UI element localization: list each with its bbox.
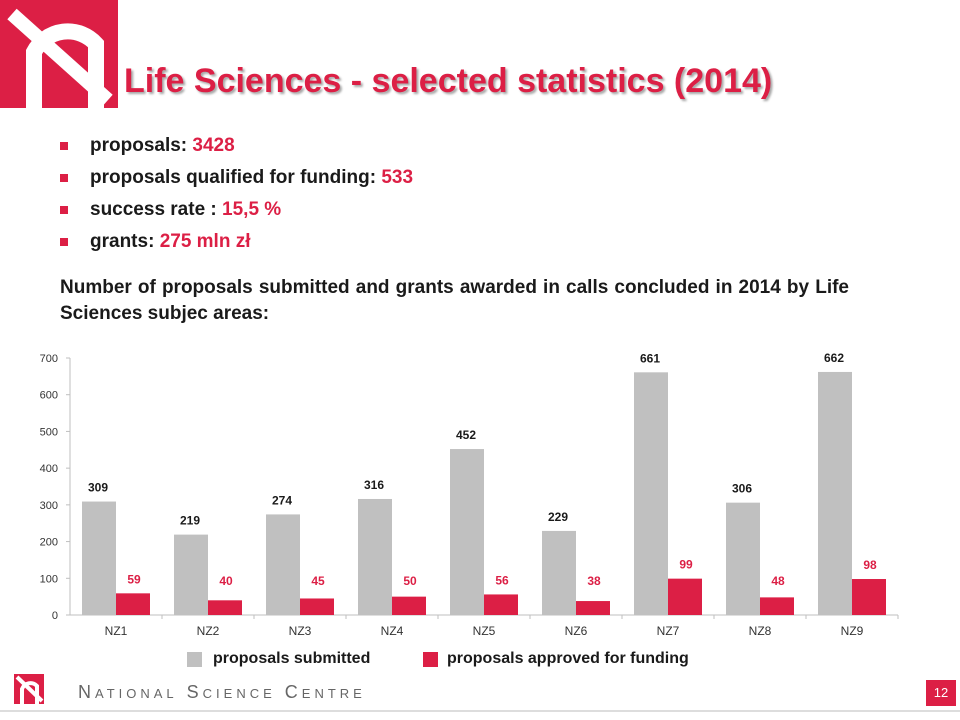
stat-value: 275 mln zł bbox=[159, 231, 251, 252]
stat-label: proposals qualified for funding: bbox=[90, 167, 377, 188]
data-label: 56 bbox=[495, 573, 509, 587]
y-tick-label: 600 bbox=[40, 390, 58, 402]
ncn-logo-icon bbox=[0, 0, 118, 108]
data-label: 40 bbox=[219, 574, 233, 588]
data-label: 45 bbox=[311, 574, 325, 588]
page-number: 12 bbox=[926, 680, 956, 706]
y-tick-label: 300 bbox=[40, 500, 58, 512]
bar-proposals-approved bbox=[760, 597, 794, 615]
y-tick-label: 700 bbox=[40, 353, 58, 365]
legend-label-submitted: proposals submitted bbox=[213, 650, 371, 667]
bar-proposals-submitted bbox=[634, 372, 668, 615]
square-bullet-icon bbox=[60, 174, 68, 182]
square-bullet-icon bbox=[60, 142, 68, 150]
stat-label: proposals: bbox=[90, 135, 188, 156]
stat-item: proposals: 3428 bbox=[60, 130, 413, 162]
bar-proposals-approved bbox=[576, 601, 610, 615]
stat-label: success rate : bbox=[90, 199, 217, 220]
data-label: 274 bbox=[272, 493, 292, 507]
y-tick-label: 100 bbox=[40, 573, 58, 585]
bar-proposals-submitted bbox=[726, 502, 760, 615]
y-tick-label: 200 bbox=[40, 537, 58, 549]
stats-list: proposals: 3428 proposals qualified for … bbox=[60, 130, 413, 258]
legend-swatch-submitted bbox=[187, 652, 202, 667]
x-tick-label: NZ2 bbox=[197, 624, 220, 638]
bar-chart: 0 100 200 300 400 500 600 700 NZ1 309 59 NZ2 219 40 NZ… bbox=[40, 351, 899, 638]
page-title: Life Sciences - selected statistics (201… bbox=[124, 62, 773, 100]
data-label: 48 bbox=[771, 574, 785, 588]
data-label: 50 bbox=[403, 574, 417, 588]
stat-label: grants: bbox=[90, 231, 155, 252]
organization-name: National Science Centre bbox=[78, 682, 366, 702]
legend-label-approved: proposals approved for funding bbox=[447, 650, 689, 667]
bar-proposals-submitted bbox=[450, 449, 484, 615]
data-label: 99 bbox=[679, 558, 693, 572]
x-tick-label: NZ4 bbox=[381, 624, 404, 638]
bar-proposals-submitted bbox=[818, 371, 852, 615]
data-label: 229 bbox=[548, 510, 568, 524]
stat-value: 3428 bbox=[192, 135, 235, 156]
data-label: 59 bbox=[127, 572, 141, 586]
bar-proposals-submitted bbox=[174, 534, 208, 615]
bar-proposals-submitted bbox=[266, 514, 300, 615]
data-label: 452 bbox=[456, 428, 476, 442]
data-label: 219 bbox=[180, 514, 200, 528]
data-label: 38 bbox=[587, 574, 601, 588]
data-label: 662 bbox=[824, 351, 844, 365]
bar-proposals-approved bbox=[852, 579, 886, 615]
square-bullet-icon bbox=[60, 238, 68, 246]
bar-proposals-approved bbox=[392, 596, 426, 615]
bar-proposals-approved bbox=[668, 578, 702, 615]
data-label: 316 bbox=[364, 478, 384, 492]
data-label: 309 bbox=[88, 481, 108, 495]
stat-value: 533 bbox=[381, 167, 414, 188]
ncn-footer-logo-icon bbox=[14, 674, 44, 704]
x-tick-label: NZ7 bbox=[657, 624, 680, 638]
legend-swatch-approved bbox=[423, 652, 438, 667]
square-bullet-icon bbox=[60, 206, 68, 214]
y-tick-label: 400 bbox=[40, 463, 58, 475]
bar-proposals-submitted bbox=[82, 501, 116, 615]
bar-proposals-approved bbox=[300, 598, 334, 615]
x-tick-label: NZ5 bbox=[473, 624, 496, 638]
x-tick-label: NZ8 bbox=[749, 624, 772, 638]
x-tick-label: NZ3 bbox=[289, 624, 312, 638]
x-tick-label: NZ1 bbox=[105, 624, 128, 638]
footer-divider bbox=[0, 710, 960, 712]
data-label: 98 bbox=[863, 558, 877, 572]
bar-proposals-approved bbox=[208, 600, 242, 615]
bar-proposals-submitted bbox=[542, 530, 576, 615]
bar-proposals-submitted bbox=[358, 498, 392, 615]
y-tick-label: 500 bbox=[40, 426, 58, 438]
data-label: 661 bbox=[640, 351, 660, 365]
stat-value: 15,5 % bbox=[222, 199, 282, 220]
stat-item: proposals qualified for funding: 533 bbox=[60, 162, 413, 194]
x-tick-label: NZ9 bbox=[841, 624, 864, 638]
bar-proposals-approved bbox=[116, 593, 150, 615]
bar-proposals-approved bbox=[484, 594, 518, 615]
data-label: 306 bbox=[732, 482, 752, 496]
chart-intro-text: Number of proposals submitted and grants… bbox=[60, 277, 849, 324]
stat-item: grants: 275 mln zł bbox=[60, 226, 413, 258]
x-tick-label: NZ6 bbox=[565, 624, 588, 638]
y-tick-label: 0 bbox=[52, 610, 58, 622]
stat-item: success rate : 15,5 % bbox=[60, 194, 413, 226]
